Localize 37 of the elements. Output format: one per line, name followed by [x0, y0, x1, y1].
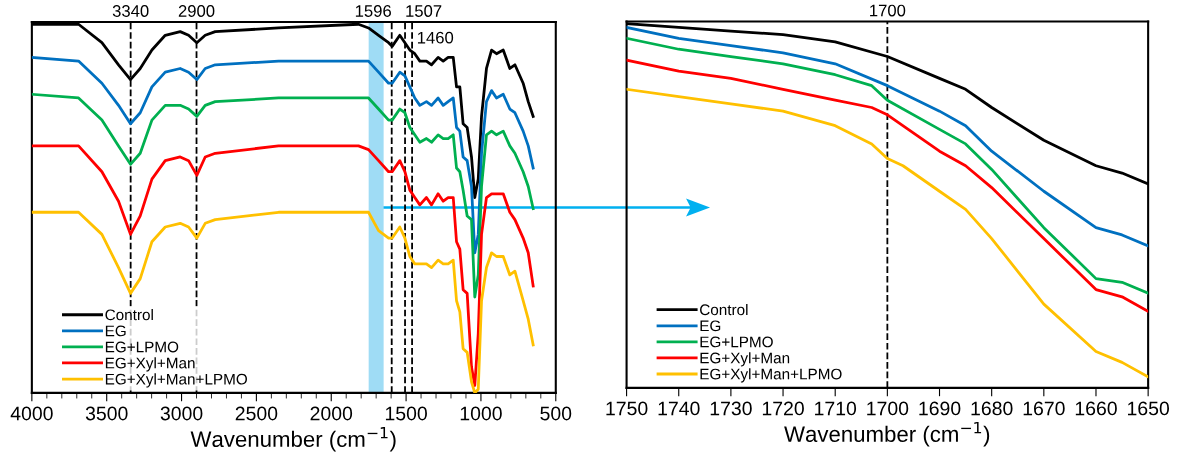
legend-label: EG+Xyl+Man+LPMO: [700, 368, 842, 383]
ref-line-label: 1507: [406, 5, 442, 17]
legend-label: EG+Xyl+Man: [105, 357, 195, 372]
x-tick-label: 2500: [235, 406, 278, 421]
x-tick-label: 1500: [385, 406, 427, 421]
x-tick-label: 1690: [919, 401, 961, 416]
x-tick-label: 1720: [762, 401, 804, 416]
legend-label: EG+LPMO: [700, 336, 773, 348]
x-tick-label: 1710: [815, 401, 857, 416]
x-tick-label: 500: [540, 406, 572, 421]
ref-line-label: 1700: [870, 4, 906, 17]
ref-line-label: 3340: [112, 5, 149, 17]
x-tick-label: 1650: [1128, 401, 1170, 416]
legend-label: EG+Xyl+Man+LPMO: [105, 373, 247, 388]
x-axis-title: Wavenumber (cm$^{−1}$): [784, 421, 990, 447]
x-axis-title: Wavenumber (cm$^{−1}$): [190, 427, 396, 452]
x-tick-label: 2000: [310, 406, 353, 421]
legend-label: Control: [700, 303, 748, 316]
x-tick-label: 1670: [1023, 401, 1065, 416]
ref-line-label: 1460: [417, 31, 454, 44]
legend-label: Control: [105, 309, 153, 321]
legend-label: EG: [105, 325, 126, 337]
legend-label: EG: [700, 320, 721, 332]
x-tick-label: 1740: [658, 401, 700, 416]
x-tick-label: 1750: [606, 401, 648, 416]
x-tick-label: 1660: [1075, 401, 1117, 416]
ref-line-label: 2900: [178, 5, 215, 17]
x-tick-label: 4000: [10, 406, 53, 421]
x-tick-label: 1000: [460, 406, 502, 421]
x-tick-label: 3500: [85, 406, 128, 421]
legend-label: EG+Xyl+Man: [700, 352, 790, 367]
x-tick-label: 1700: [867, 401, 909, 416]
legend-label: EG+LPMO: [105, 341, 179, 353]
ref-line-label: 1596: [355, 5, 391, 17]
x-tick-label: 1730: [710, 401, 752, 416]
x-tick-label: 3000: [160, 406, 203, 421]
x-tick-label: 1680: [971, 401, 1013, 416]
